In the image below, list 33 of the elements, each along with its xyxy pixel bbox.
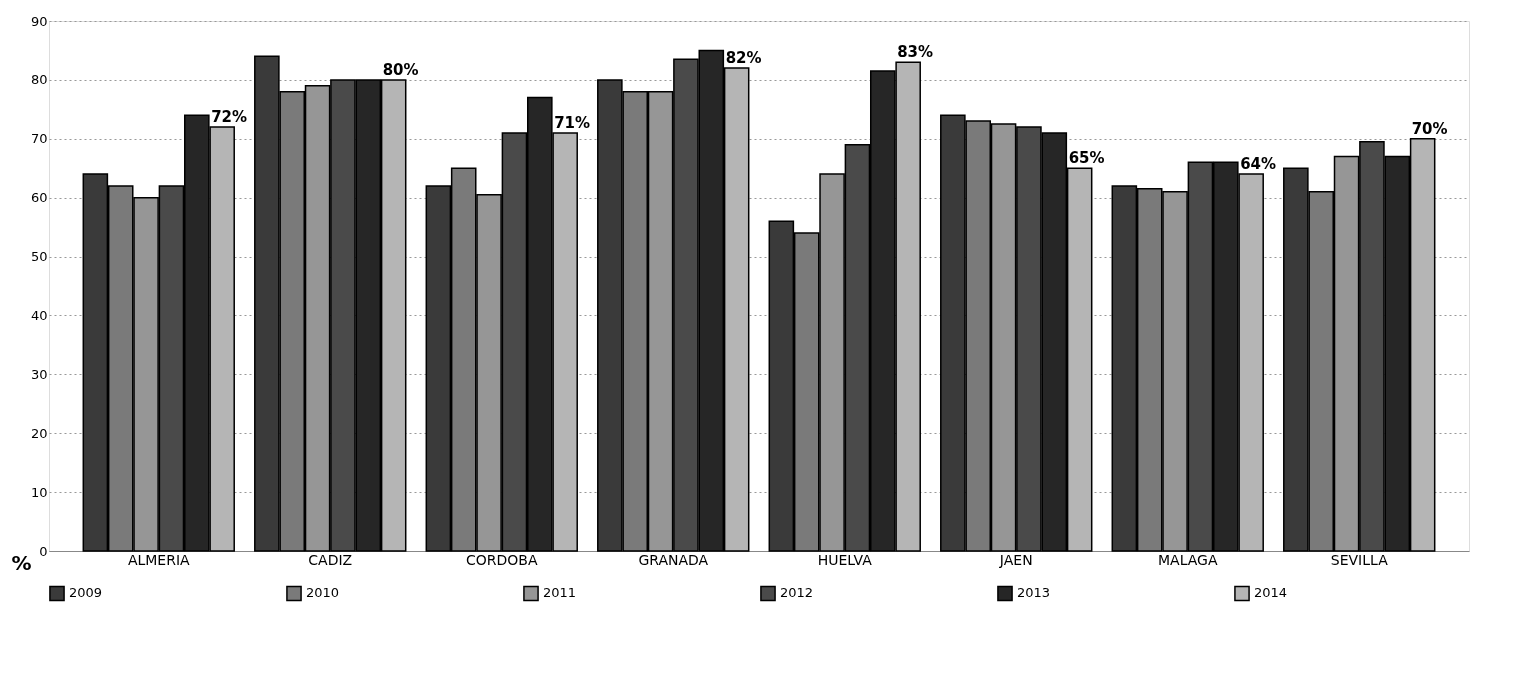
legend-label: 2014 (1254, 585, 1288, 601)
data-label: 83% (897, 43, 934, 62)
data-label: 65% (1068, 149, 1105, 168)
data-label: 70% (1411, 119, 1448, 138)
y-tick-label: 40 (30, 307, 48, 323)
x-tick-label: JAEN (998, 551, 1033, 568)
y-tick-label: 80 (30, 72, 48, 88)
x-tick-label: HUELVA (817, 551, 873, 568)
x-tick-label: GRANADA (638, 551, 709, 568)
data-label: 80% (382, 60, 419, 79)
x-tick-label: SEVILLA (1330, 551, 1389, 568)
x-tick-label: MALAGA (1157, 551, 1218, 568)
y-tick-label: 90 (30, 13, 48, 29)
y-tick-label: 30 (30, 366, 48, 382)
y-tick-label: 20 (30, 425, 48, 441)
data-label: 71% (554, 113, 591, 132)
y-tick-label: 50 (30, 249, 48, 265)
x-tick-label: ALMERIA (127, 551, 191, 568)
y-tick-label: 60 (30, 190, 48, 206)
y-tick-label: 0 (39, 543, 48, 559)
legend-label: 2013 (1017, 585, 1051, 601)
x-tick-label: CADIZ (308, 551, 353, 568)
y-tick-label: 10 (30, 484, 48, 500)
data-label: 72% (211, 108, 248, 126)
data-label: 64% (1240, 155, 1277, 174)
legend-label: 2012 (780, 585, 814, 601)
y-axis-title: % (11, 550, 32, 575)
data-label: 82% (725, 49, 762, 68)
y-tick-label: 70 (30, 131, 48, 147)
legend-label: 2010 (306, 585, 340, 601)
legend-label: 2009 (69, 585, 103, 601)
x-tick-label: CORDOBA (466, 551, 538, 568)
legend-label: 2011 (543, 585, 577, 601)
